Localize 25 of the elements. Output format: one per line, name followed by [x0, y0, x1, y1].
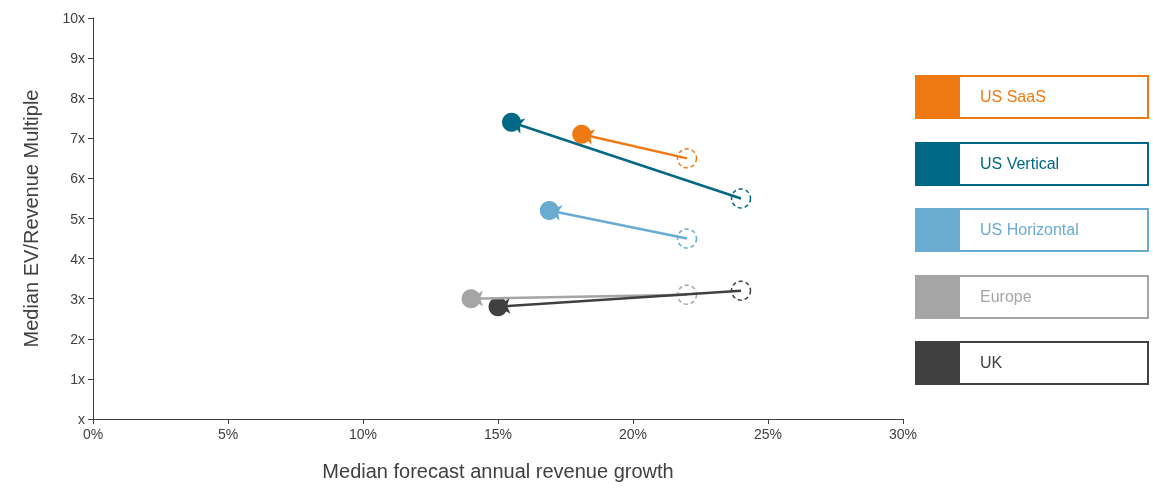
x-tick-label: 30%	[888, 426, 918, 442]
text: US SaaS	[979, 87, 1046, 107]
text: UK	[979, 353, 1003, 373]
y-tick-label: 4x	[70, 250, 85, 267]
y-tick-label: 10x	[62, 10, 85, 26]
y-tick-label: 6x	[70, 170, 85, 187]
y-tick-label: x	[78, 411, 85, 427]
y-tick-label: 8x	[70, 90, 85, 107]
x-tick-label: 5%	[217, 426, 239, 442]
text: Europe	[979, 286, 1032, 307]
text: US Vertical	[979, 153, 1060, 174]
y-tick-label: 9x	[70, 50, 85, 67]
y-tick-label: 5x	[70, 210, 85, 227]
y-tick-label: 2x	[70, 330, 85, 347]
x-tick-label: 20%	[618, 426, 648, 442]
x-tick-label: 25%	[753, 426, 783, 442]
x-axis-title: Median forecast annual revenue growth	[322, 460, 674, 482]
y-axis-title: Median EV/Revenue Multiple	[20, 89, 42, 348]
x-tick-label: 10%	[348, 426, 378, 442]
y-tick-label: 1x	[70, 370, 85, 387]
x-tick-label: 15%	[483, 426, 513, 442]
y-tick-label: 7x	[70, 130, 85, 147]
y-tick-label: 3x	[70, 290, 85, 307]
x-tick-label: 0%	[82, 426, 104, 442]
text: US Horizontal	[979, 220, 1079, 240]
